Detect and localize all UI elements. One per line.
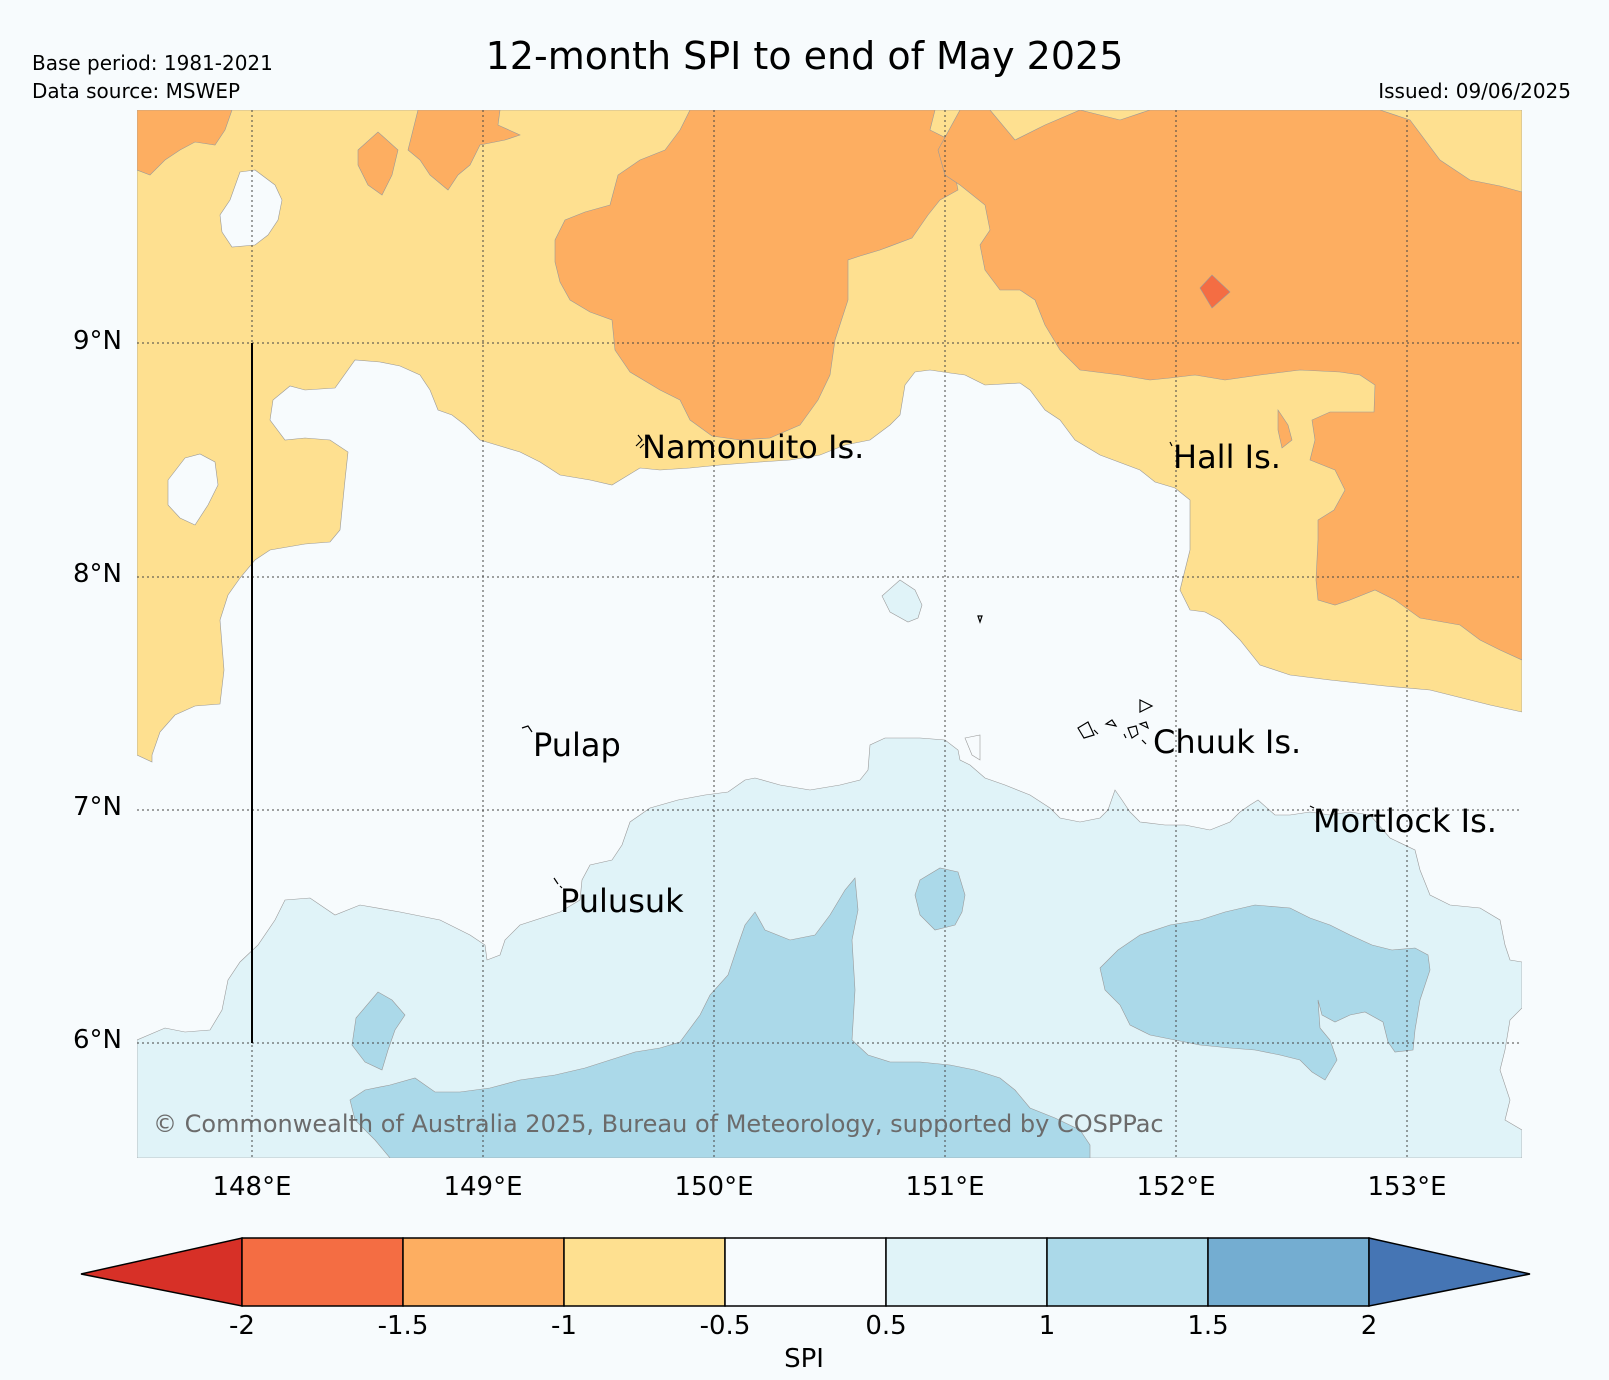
lat-label-7n: 7°N <box>73 792 122 822</box>
colorbar-tick: -1.5 <box>377 1311 429 1341</box>
map-title: 12-month SPI to end of May 2025 <box>485 34 1124 78</box>
spi-colorbar <box>80 1237 1531 1307</box>
copyright-notice: © Commonwealth of Australia 2025, Bureau… <box>153 1110 1164 1138</box>
colorbar-extend-high <box>1368 1237 1531 1307</box>
hall-island <box>1169 441 1173 447</box>
lon-label-148e: 148°E <box>212 1172 292 1202</box>
dry-region-severe-nw <box>137 110 233 176</box>
dry-region-severe <box>554 110 959 441</box>
lat-label-9n: 9°N <box>73 326 122 356</box>
pulusuk-island <box>553 877 563 889</box>
dry-region-severe-patch2 <box>407 110 521 191</box>
normal-patch-nw <box>219 169 283 248</box>
wet-region-strong-east <box>1099 904 1431 1081</box>
wet-patch-small <box>881 579 923 623</box>
mortlock-island <box>1309 805 1315 809</box>
colorbar-tick: 1 <box>1038 1311 1056 1341</box>
lon-label-153e: 153°E <box>1367 1172 1447 1202</box>
place-label-hall: Hall Is. <box>1173 438 1281 476</box>
chuuk-lagoon-5 <box>1138 721 1150 730</box>
colorbar-bin-3 <box>563 1237 726 1307</box>
colorbar-bin-7 <box>1207 1237 1370 1307</box>
colorbar-bin-2 <box>402 1237 565 1307</box>
place-label-pulap: Pulap <box>533 726 621 764</box>
colorbar-tick: -2 <box>229 1311 255 1341</box>
lon-label-149e: 149°E <box>443 1172 523 1202</box>
lon-label-152e: 152°E <box>1136 1172 1216 1202</box>
normal-patch-chuuk <box>964 734 981 761</box>
base-period-text: Base period: 1981-2021 <box>32 51 273 75</box>
wet-region-strong-west <box>351 991 406 1071</box>
colorbar-bin-5 <box>885 1237 1048 1307</box>
colorbar-tick: 2 <box>1360 1311 1378 1341</box>
place-label-pulusuk: Pulusuk <box>560 882 684 920</box>
place-label-mortlock: Mortlock Is. <box>1313 802 1497 840</box>
dry-region-severe-patch1 <box>357 131 399 196</box>
pulap-island <box>521 725 533 733</box>
colorbar-extend-low <box>80 1237 243 1307</box>
place-label-chuuk: Chuuk Is. <box>1153 723 1302 761</box>
lon-label-151e: 151°E <box>905 1172 985 1202</box>
chuuk-lagoon-6 <box>1093 729 1147 745</box>
map-gridlines <box>137 110 1522 1158</box>
place-label-namonuito: Namonuito Is. <box>642 428 865 466</box>
chuuk-lagoon-1 <box>1139 699 1154 713</box>
colorbar-bin-4 <box>724 1237 887 1307</box>
lat-label-8n: 8°N <box>73 559 122 589</box>
colorbar-tick: -1 <box>551 1311 577 1341</box>
lon-label-150e: 150°E <box>674 1172 754 1202</box>
wet-region-strong-center <box>914 867 966 931</box>
chuuk-lagoon-2 <box>1077 721 1095 739</box>
issued-date: Issued: 09/06/2025 <box>1378 79 1571 103</box>
namonuito-island <box>635 434 645 449</box>
colorbar-bin-6 <box>1046 1237 1209 1307</box>
dry-region-severe-east <box>937 110 1522 661</box>
island-outlines <box>521 434 1315 889</box>
colorbar-title: SPI <box>784 1344 824 1374</box>
wet-region-strong-south <box>349 877 1091 1158</box>
colorbar-tick: 1.5 <box>1187 1311 1229 1341</box>
lat-label-6n: 6°N <box>73 1025 122 1055</box>
dry-region-severe-patch3 <box>1277 409 1293 449</box>
dry-region-extreme-patch <box>1199 274 1231 309</box>
colorbar-tick: -0.5 <box>699 1311 751 1341</box>
colorbar-tick: 0.5 <box>865 1311 907 1341</box>
atoll-small <box>977 615 983 624</box>
data-source-text: Data source: MSWEP <box>32 79 241 103</box>
colorbar-bin-1 <box>241 1237 404 1307</box>
normal-patch-w <box>167 453 219 526</box>
base-period: Base period: 1981-2021 Data source: MSWE… <box>32 49 273 105</box>
chuuk-lagoon-3 <box>1104 719 1118 727</box>
chuuk-lagoon-4 <box>1127 725 1139 739</box>
